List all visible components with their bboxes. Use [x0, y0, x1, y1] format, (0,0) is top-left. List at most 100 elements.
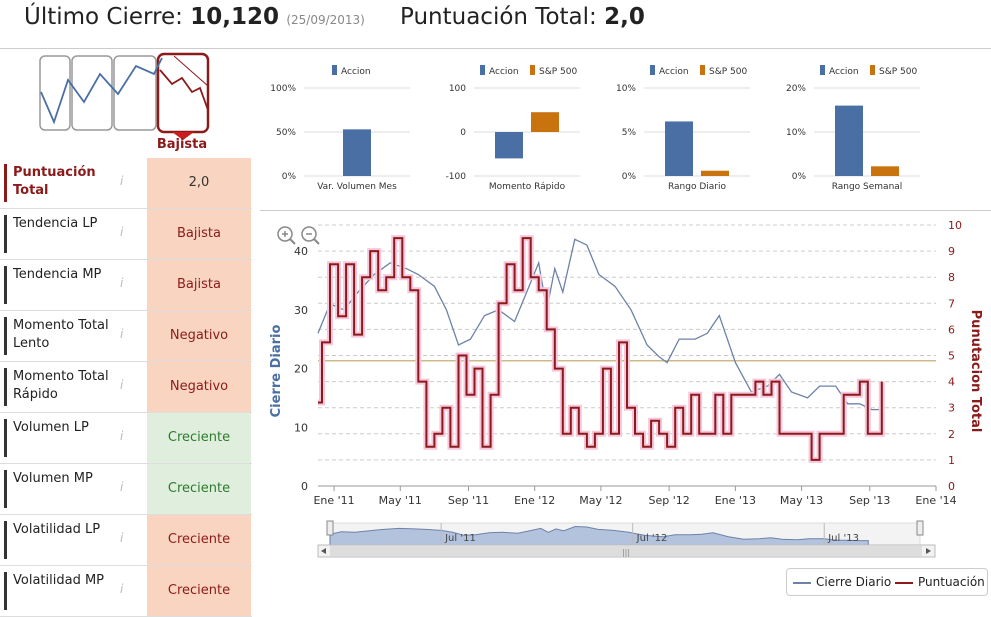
y2-tick: 9 [948, 245, 955, 258]
mini-y-tick: 10% [786, 128, 806, 138]
mini-legend-swatch [700, 65, 705, 75]
scroll-right-arrow-icon[interactable] [926, 548, 931, 554]
gauge-pointer [172, 132, 194, 140]
last-close-date: (25/09/2013) [286, 13, 365, 27]
mini-legend-label: S&P 500 [709, 67, 747, 77]
main-chart-panel: 0 1 2 3 4 5 6 7 8 9 10 0 10 20 30 40 Ene '11 May '11 Sep '… [260, 210, 991, 612]
y2-tick: 3 [948, 402, 955, 415]
y2-tick: 5 [948, 350, 955, 363]
mini-chart-momentum: Accion S&P 500 100 0 -100 Momento Rápido [446, 65, 580, 192]
y2-tick: 1 [948, 454, 955, 467]
mini-legend-label: Accion [659, 67, 689, 77]
legend-score-swatch [895, 581, 913, 584]
gauge-box-selected [156, 52, 210, 134]
last-close-label: Último Cierre: [24, 4, 183, 30]
total-score: Puntuación Total: 2,0 [400, 4, 645, 30]
mini-y-tick: 100% [270, 84, 296, 94]
info-icon[interactable]: i [120, 276, 124, 290]
mini-bar [871, 166, 899, 176]
last-close: Último Cierre: 10,120 (25/09/2013) [24, 4, 365, 30]
legend-item-score[interactable]: Puntuación [895, 575, 985, 589]
indicator-label: Momento Total Rápido [4, 368, 123, 406]
navigator[interactable]: Jul '11 Jul '12 Jul '13 ||| [260, 511, 991, 561]
x-tick: May '12 [579, 494, 622, 507]
legend-item-price[interactable]: Cierre Diario [793, 575, 891, 589]
zoom-in-icon[interactable] [277, 226, 296, 245]
y-tick: 10 [294, 421, 308, 434]
mini-legend-swatch [870, 65, 875, 75]
gauge-up-line [40, 57, 163, 125]
indicator-value: Negativo [147, 362, 251, 412]
mini-x-label: Var. Volumen Mes [317, 182, 397, 192]
x-tick: Ene '11 [313, 494, 354, 507]
mini-chart-volume: Accion 100% 50% 0% Var. Volumen Mes [270, 65, 410, 192]
gauge-trend-line [173, 55, 209, 87]
x-tick: May '13 [780, 494, 823, 507]
mini-x-label: Rango Semanal [832, 182, 903, 192]
series-score-line [318, 237, 883, 461]
indicator-row: Volumen LP i Creciente [0, 413, 252, 464]
navigator-tick-label: Jul '12 [636, 533, 668, 544]
indicator-value: Creciente [147, 413, 251, 463]
info-icon[interactable]: i [120, 174, 124, 188]
y2-tick: 8 [948, 271, 955, 284]
indicator-row: Momento Total Lento i Negativo [0, 311, 252, 362]
mini-y-tick: 10% [616, 84, 636, 94]
info-icon[interactable]: i [120, 327, 124, 341]
y2-axis-title: Punutacion Total [968, 310, 983, 433]
y2-tick: 6 [948, 323, 955, 336]
mini-bar [531, 112, 559, 132]
indicator-value: Creciente [147, 515, 251, 565]
mini-bar [665, 121, 693, 176]
navigator-left-handle[interactable] [326, 520, 334, 536]
mini-y-tick: -100 [446, 172, 467, 182]
indicator-row: Volumen MP i Creciente [0, 464, 252, 515]
legend-price-label: Cierre Diario [816, 575, 892, 589]
indicator-label: Volumen MP [4, 470, 123, 508]
indicator-label: Volumen LP [4, 419, 123, 457]
navigator-scroll-thumb[interactable] [330, 546, 922, 556]
legend-price-swatch [793, 581, 811, 584]
info-icon[interactable]: i [120, 582, 124, 596]
mini-y-tick: 0% [792, 172, 807, 182]
x-tick: Ene '14 [915, 494, 956, 507]
mini-y-tick: 100 [449, 84, 466, 94]
main-chart: 0 1 2 3 4 5 6 7 8 9 10 0 10 20 30 40 Ene '11 May '11 Sep '… [269, 219, 983, 507]
indicator-label: Tendencia LP [4, 215, 123, 253]
info-icon[interactable]: i [120, 378, 124, 392]
info-icon[interactable]: i [120, 429, 124, 443]
mini-legend-swatch [650, 65, 655, 75]
navigator-right-handle[interactable] [916, 520, 924, 536]
y2-tick: 7 [948, 297, 955, 310]
info-icon[interactable]: i [120, 480, 124, 494]
mini-bar [835, 105, 863, 176]
indicator-value: Creciente [147, 464, 251, 514]
indicator-value: Bajista [147, 209, 251, 259]
x-tick: Ene '13 [715, 494, 756, 507]
navigator-area [329, 525, 869, 548]
info-icon[interactable]: i [120, 225, 124, 239]
scroll-left-arrow-icon[interactable] [321, 548, 326, 554]
y-tick: 20 [294, 363, 308, 376]
scroll-grip-icon: ||| [622, 548, 630, 557]
chart-legend: Cierre Diario Puntuación [786, 568, 988, 596]
y-axis-title: Cierre Diario [269, 325, 284, 418]
mini-legend-label: Accion [341, 67, 371, 77]
indicator-row: Volatilidad MP i Creciente [0, 566, 252, 617]
mini-legend-swatch [820, 65, 825, 75]
info-icon[interactable]: i [120, 531, 124, 545]
x-tick: Ene '12 [514, 494, 555, 507]
mini-legend-label: S&P 500 [539, 67, 577, 77]
mini-bar [495, 132, 523, 159]
y2-tick: 10 [948, 219, 962, 232]
zoom-out-icon[interactable] [301, 226, 320, 245]
y-tick: 40 [294, 245, 308, 258]
indicator-row: Tendencia MP i Bajista [0, 260, 252, 311]
indicator-value: Bajista [147, 260, 251, 310]
gauge-box-3 [113, 55, 157, 131]
indicator-value: Creciente [147, 566, 251, 616]
trend-gauge [39, 52, 210, 140]
y-tick: 0 [301, 480, 308, 493]
mini-y-tick: 0% [282, 172, 297, 182]
mini-legend-label: Accion [489, 67, 519, 77]
